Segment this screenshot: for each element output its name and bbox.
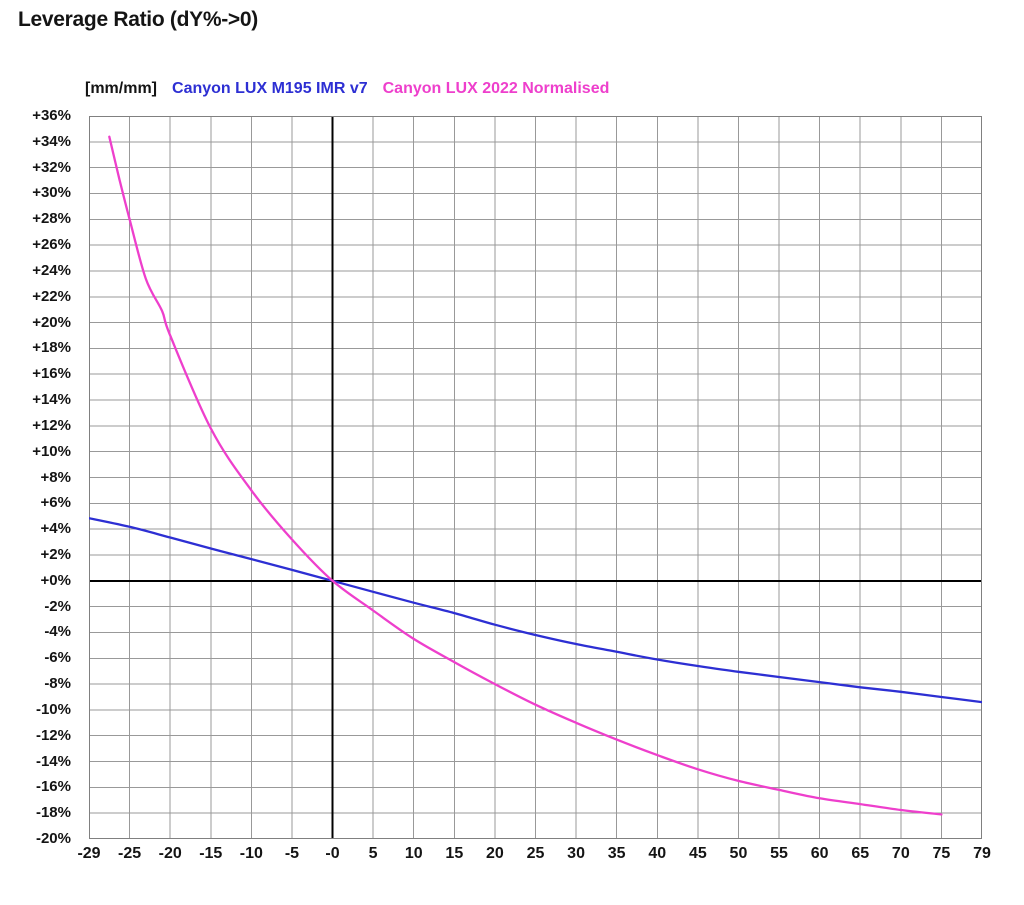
x-tick-label: 30 (567, 845, 585, 862)
legend-series-1-label: Canyon LUX M195 IMR v7 (172, 80, 368, 97)
series-line-blue (89, 517, 982, 704)
x-tick-label: -0 (325, 845, 340, 862)
x-tick-label: 70 (891, 845, 910, 862)
y-axis-unit-label: [mm/mm] (85, 80, 158, 97)
y-tick-label: -8% (44, 675, 71, 693)
y-tick-label: +8% (40, 468, 71, 486)
y-tick-label: -2% (44, 597, 71, 615)
y-tick-label: -6% (44, 649, 71, 667)
x-tick-label: -10 (239, 845, 263, 862)
y-tick-label: +30% (32, 184, 71, 202)
plot-border (89, 116, 982, 839)
x-tick-label: 45 (688, 845, 707, 862)
y-tick-label: -4% (44, 623, 71, 641)
x-tick-label: 60 (810, 845, 829, 862)
x-tick-label: -25 (118, 845, 142, 862)
y-tick-label: +0% (40, 571, 71, 589)
y-axis-tick-labels: +36% +34% +32% +30% +28% +26% +24% +22% +20% +18%… (0, 107, 80, 847)
y-tick-label: +28% (32, 210, 71, 228)
x-axis-tick-labels: -29 -25 -20 -15 -10 -5 -0 5 10 15 20 25 30 35 40 45 50 55… (77, 845, 990, 867)
y-tick-label: +34% (32, 132, 71, 150)
y-tick-label: +36% (32, 107, 71, 124)
y-tick-label: +16% (32, 365, 71, 383)
x-tick-label: 50 (729, 845, 748, 862)
x-tick-label: -29 (77, 845, 101, 862)
x-tick-label: 5 (368, 845, 378, 862)
y-tick-label: -18% (35, 804, 71, 822)
y-tick-label: +24% (32, 261, 71, 279)
chart-legend: [mm/mm] Canyon LUX M195 IMR v7 Canyon LU… (85, 80, 609, 98)
y-tick-label: -10% (35, 700, 71, 718)
y-tick-label: -16% (35, 778, 71, 796)
y-tick-label: +2% (40, 545, 71, 563)
legend-series-2-label: Canyon LUX 2022 Normalised (382, 80, 610, 97)
x-tick-label: 15 (445, 845, 464, 862)
series-line-magenta (108, 135, 943, 816)
y-tick-label: +10% (32, 442, 71, 460)
y-tick-label: -12% (35, 726, 71, 744)
y-tick-label: -20% (35, 830, 71, 847)
x-tick-label: 25 (526, 845, 545, 862)
y-tick-label: +22% (32, 287, 71, 305)
x-tick-label: 10 (404, 845, 423, 862)
x-tick-label: -20 (158, 845, 182, 862)
page-title: Leverage Ratio (dY%->0) (18, 8, 258, 31)
y-tick-label: +14% (32, 391, 71, 409)
y-tick-label: +12% (32, 416, 71, 434)
y-tick-label: -14% (35, 752, 71, 770)
chart-svg (89, 116, 982, 839)
y-tick-label: +18% (32, 339, 71, 357)
y-tick-label: +4% (40, 520, 71, 538)
y-tick-label: +6% (40, 494, 71, 512)
y-tick-label: +32% (32, 158, 71, 176)
y-tick-label: +26% (32, 236, 71, 254)
x-tick-label: 35 (607, 845, 626, 862)
x-tick-label: 79 (973, 845, 991, 862)
x-tick-label: 40 (648, 845, 667, 862)
y-tick-label: +20% (32, 313, 71, 331)
x-tick-label: -15 (199, 845, 223, 862)
x-tick-label: 65 (851, 845, 870, 862)
x-tick-label: 20 (486, 845, 504, 862)
x-tick-label: -5 (284, 845, 300, 862)
x-tick-label: 55 (770, 845, 788, 862)
x-tick-label: 75 (932, 845, 951, 862)
